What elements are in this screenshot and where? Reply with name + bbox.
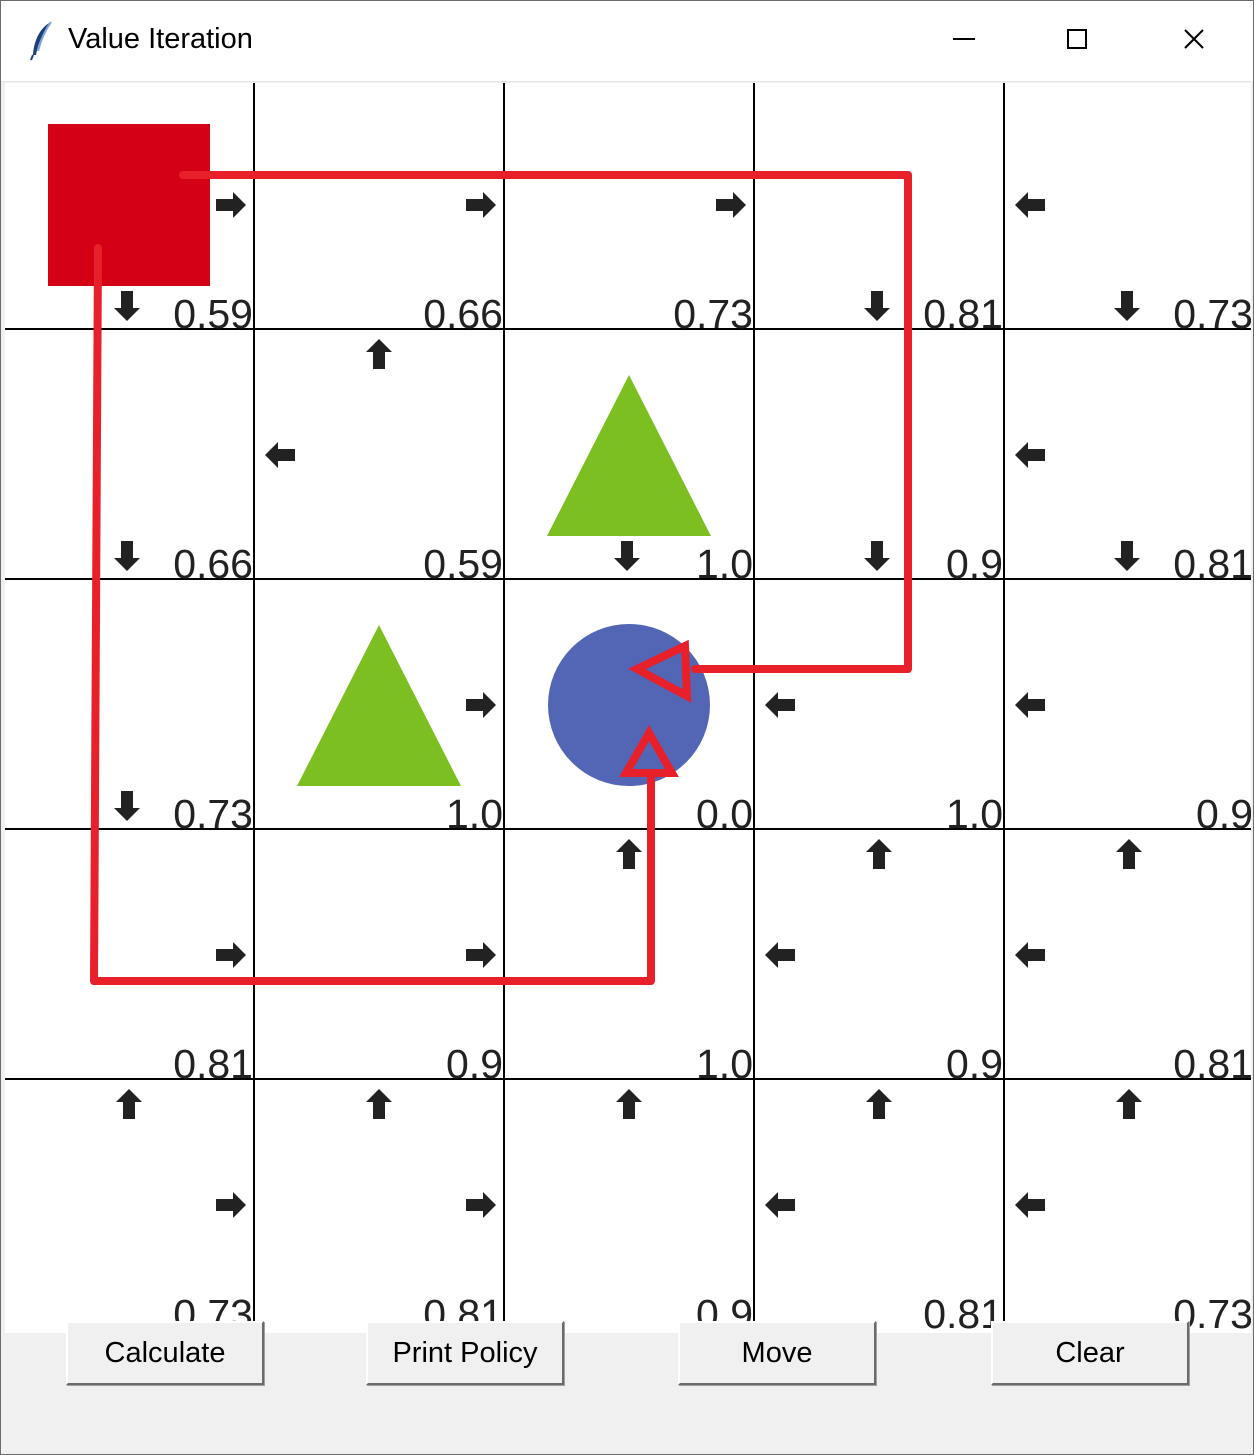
arrow-right-icon — [216, 192, 246, 218]
arrow-up-icon — [366, 339, 392, 369]
state-value: 0.81 — [173, 1041, 253, 1087]
state-value: 0.81 — [1173, 1041, 1251, 1087]
arrow-right-icon — [716, 192, 746, 218]
print-policy-button[interactable]: Print Policy — [366, 1321, 564, 1385]
state-value: 0.9 — [946, 1041, 1003, 1087]
agent-square — [48, 124, 210, 286]
state-value: 0.59 — [173, 291, 253, 337]
arrow-right-icon — [466, 942, 496, 968]
minimize-icon — [953, 38, 975, 40]
arrow-right-icon — [466, 192, 496, 218]
state-value: 0.9 — [946, 541, 1003, 587]
maximize-button[interactable] — [1021, 1, 1137, 79]
arrow-left-icon — [1015, 192, 1045, 218]
state-value: 0.81 — [923, 291, 1003, 337]
arrow-up-icon — [616, 1089, 642, 1119]
state-value: 0.81 — [1173, 541, 1251, 587]
calculate-button[interactable]: Calculate — [66, 1321, 264, 1385]
arrow-down-icon — [864, 291, 890, 321]
grid-canvas[interactable]: 0.59 0.66 0.73 0.81 0.73 0.66 0.59 1.0 0.9 0.81 0.… — [5, 83, 1251, 1333]
state-value: 0.59 — [423, 541, 503, 587]
arrow-down-icon — [614, 541, 640, 571]
arrow-left-icon — [765, 942, 795, 968]
state-value: 1.0 — [946, 791, 1003, 837]
state-value: 0.66 — [173, 541, 253, 587]
arrow-right-icon — [216, 1192, 246, 1218]
goal-circle — [548, 624, 710, 786]
obstacle-triangle — [547, 375, 711, 536]
state-value: 0.9 — [446, 1041, 503, 1087]
arrow-left-icon — [765, 692, 795, 718]
annotation-arrowhead-up — [619, 724, 679, 777]
arrow-left-icon — [1015, 1192, 1045, 1218]
title-bar[interactable]: Value Iteration — [1, 1, 1253, 82]
arrow-right-icon — [216, 942, 246, 968]
state-value: 0.73 — [1173, 291, 1251, 337]
window-title: Value Iteration — [68, 23, 253, 55]
grid-drawing: 0.59 0.66 0.73 0.81 0.73 0.66 0.59 1.0 0.9 0.81 0.… — [5, 83, 1251, 1333]
feather-icon — [30, 21, 52, 61]
annotation-arrowhead-left — [628, 639, 692, 703]
arrow-down-icon — [114, 291, 140, 321]
arrow-up-icon — [616, 839, 642, 869]
arrow-up-icon — [1116, 1089, 1142, 1119]
clear-button[interactable]: Clear — [991, 1321, 1189, 1385]
annotation-path-top — [179, 171, 912, 673]
arrow-up-icon — [366, 1089, 392, 1119]
state-value: 1.0 — [696, 541, 753, 587]
state-value: 0.81 — [923, 1291, 1003, 1333]
close-button[interactable] — [1137, 1, 1253, 79]
minimize-button[interactable] — [905, 1, 1021, 79]
arrow-down-icon — [114, 541, 140, 571]
arrow-right-icon — [466, 692, 496, 718]
arrow-left-icon — [765, 1192, 795, 1218]
state-value: 0.73 — [173, 791, 253, 837]
arrow-up-icon — [1116, 839, 1142, 869]
state-value: 0.9 — [1196, 791, 1251, 837]
arrow-left-icon — [1015, 942, 1045, 968]
arrow-up-icon — [866, 1089, 892, 1119]
state-value: 0.66 — [423, 291, 503, 337]
state-value: 0.0 — [696, 791, 753, 837]
annotation-path-bottom — [90, 244, 655, 985]
state-value: 1.0 — [696, 1041, 753, 1087]
arrow-down-icon — [1114, 291, 1140, 321]
arrow-left-icon — [1015, 442, 1045, 468]
move-button[interactable]: Move — [678, 1321, 876, 1385]
arrow-down-icon — [1114, 541, 1140, 571]
state-value: 0.73 — [673, 291, 753, 337]
close-icon — [1184, 29, 1204, 49]
obstacle-triangle — [297, 625, 461, 786]
maximize-icon — [1067, 29, 1087, 49]
arrow-left-icon — [1015, 692, 1045, 718]
arrow-up-icon — [116, 1089, 142, 1119]
state-value: 1.0 — [446, 791, 503, 837]
arrow-left-icon — [265, 442, 295, 468]
arrow-down-icon — [114, 791, 140, 821]
arrow-right-icon — [466, 1192, 496, 1218]
arrow-up-icon — [866, 839, 892, 869]
arrow-down-icon — [864, 541, 890, 571]
